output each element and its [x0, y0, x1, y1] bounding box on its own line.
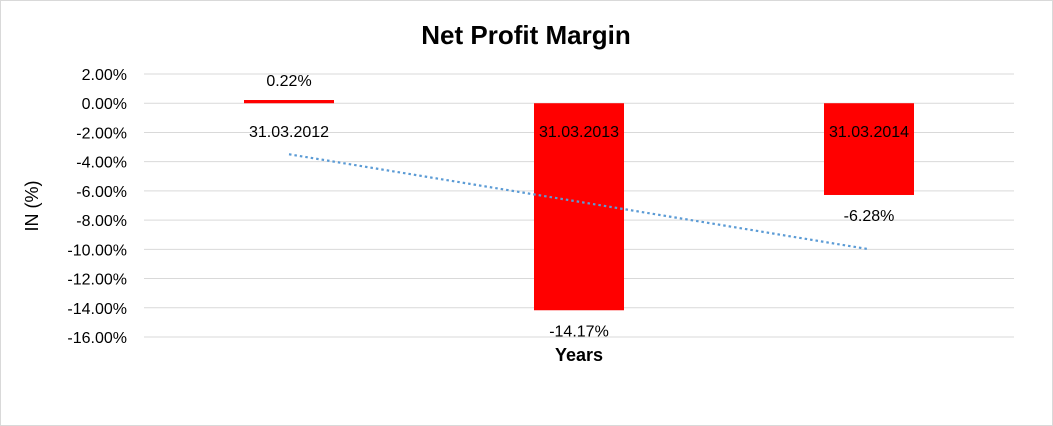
trendline-group	[288, 153, 870, 251]
bar	[534, 103, 624, 311]
category-label: 31.03.2012	[249, 124, 329, 141]
y-tick-labels: 2.00% 0.00% -2.00% -4.00% -6.00% -8.00% -10.00…	[67, 67, 127, 347]
x-axis-title: Years	[555, 345, 603, 365]
y-tick-label: -4.00%	[76, 155, 127, 172]
y-tick-label: 0.00%	[82, 96, 127, 113]
category-label: 31.03.2014	[829, 124, 909, 141]
data-label: -6.28%	[844, 208, 895, 225]
y-tick-label: -6.00%	[76, 184, 127, 201]
y-tick-label: 2.00%	[82, 67, 127, 84]
bar	[244, 100, 334, 104]
y-tick-label: -16.00%	[67, 330, 127, 347]
data-labels: 0.22% -14.17% -6.28%	[266, 73, 894, 340]
data-label: 0.22%	[266, 73, 311, 90]
data-label: -14.17%	[549, 323, 609, 340]
category-labels: 31.03.2012 31.03.2013 31.03.2014	[249, 124, 909, 141]
trendline	[288, 153, 870, 251]
y-tick-label: -12.00%	[67, 272, 127, 289]
y-tick-label: -2.00%	[76, 125, 127, 142]
category-label: 31.03.2013	[539, 124, 619, 141]
bar	[824, 103, 914, 195]
y-axis-title: IN (%)	[22, 181, 42, 232]
bars	[244, 100, 914, 311]
y-tick-label: -8.00%	[76, 213, 127, 230]
chart-title: Net Profit Margin	[421, 20, 630, 50]
y-tick-label: -10.00%	[67, 242, 127, 259]
y-tick-label: -14.00%	[67, 301, 127, 318]
